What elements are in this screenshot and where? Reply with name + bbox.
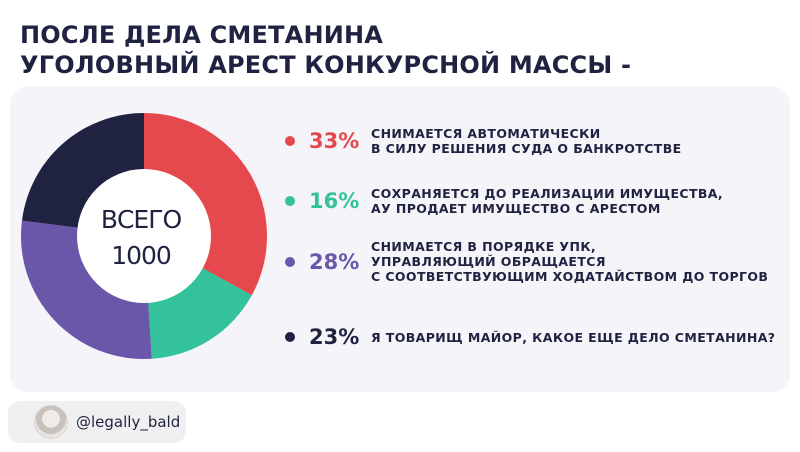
legend-description-line: СНИМАЕТСЯ В ПОРЯДКЕ УПК, — [371, 239, 597, 254]
legend-dot — [285, 196, 295, 206]
legend-dot — [285, 136, 295, 146]
title-line-2: УГОЛОВНЫЙ АРЕСТ КОНКУРСНОЙ МАССЫ - — [20, 51, 632, 79]
title-line-1: ПОСЛЕ ДЕЛА СМЕТАНИНА — [20, 21, 384, 49]
center-label-line-1: ВСЕГО — [101, 205, 182, 234]
legend-item: 28% СНИМАЕТСЯ В ПОРЯДКЕ УПК, УПРАВЛЯЮЩИЙ О… — [285, 239, 768, 284]
legend-percent: 28% — [309, 249, 360, 274]
legend-description-line: СНИМАЕТСЯ АВТОМАТИЧЕСКИ — [371, 126, 601, 141]
legend-description: СНИМАЕТСЯ В ПОРЯДКЕ УПК, УПРАВЛЯЮЩИЙ ОБРА… — [371, 239, 768, 284]
donut-hole — [77, 169, 211, 303]
legend-item: 23% Я ТОВАРИЩ МАЙОР, КАКОЕ ЕЩЕ ДЕЛО СМЕТА… — [285, 325, 775, 349]
legend-description-line: С СООТВЕТСТВУЮЩИМ ХОДАТАЙСТВОМ ДО ТОРГОВ — [371, 269, 769, 284]
legend-dot — [285, 256, 295, 267]
legend-percent: 23% — [309, 325, 360, 349]
author-handle: @legally_bald — [76, 413, 181, 431]
legend-percent: 16% — [309, 189, 360, 213]
legend-description-line: СОХРАНЯЕТСЯ ДО РЕАЛИЗАЦИИ ИМУЩЕСТВА, — [371, 186, 724, 201]
author-badge[interactable]: @legally_bald — [8, 401, 186, 443]
legend-item: 16% СОХРАНЯЕТСЯ ДО РЕАЛИЗАЦИИ ИМУЩЕСТВА, А… — [285, 186, 723, 216]
legend-description-line: АУ ПРОДАЕТ ИМУЩЕСТВО С АРЕСТОМ — [371, 201, 661, 216]
legend-description-line: Я ТОВАРИЩ МАЙОР, КАКОЕ ЕЩЕ ДЕЛО СМЕТАНИН… — [371, 329, 776, 345]
legend-description: СНИМАЕТСЯ АВТОМАТИЧЕСКИ В СИЛУ РЕШЕНИЯ СУ… — [371, 126, 682, 156]
page-title: ПОСЛЕ ДЕЛА СМЕТАНИНА УГОЛОВНЫЙ АРЕСТ КОН… — [20, 20, 631, 80]
legend-description: Я ТОВАРИЩ МАЙОР, КАКОЕ ЕЩЕ ДЕЛО СМЕТАНИН… — [371, 330, 775, 345]
legend-item: 33% СНИМАЕТСЯ АВТОМАТИЧЕСКИ В СИЛУ РЕШЕНИЯ… — [285, 126, 682, 156]
donut-chart: ВСЕГО 1000 — [20, 113, 268, 360]
center-label-line-2: 1000 — [111, 241, 171, 270]
legend-description-line: В СИЛУ РЕШЕНИЯ СУДА О БАНКРОТСТВЕ — [371, 141, 682, 156]
legend-description: СОХРАНЯЕТСЯ ДО РЕАЛИЗАЦИИ ИМУЩЕСТВА, АУ П… — [371, 186, 723, 216]
legend-dot — [285, 332, 295, 342]
legend-percent: 33% — [309, 129, 360, 153]
avatar — [34, 405, 68, 439]
legend-description-line: УПРАВЛЯЮЩИЙ ОБРАЩАЕТСЯ — [371, 254, 606, 269]
